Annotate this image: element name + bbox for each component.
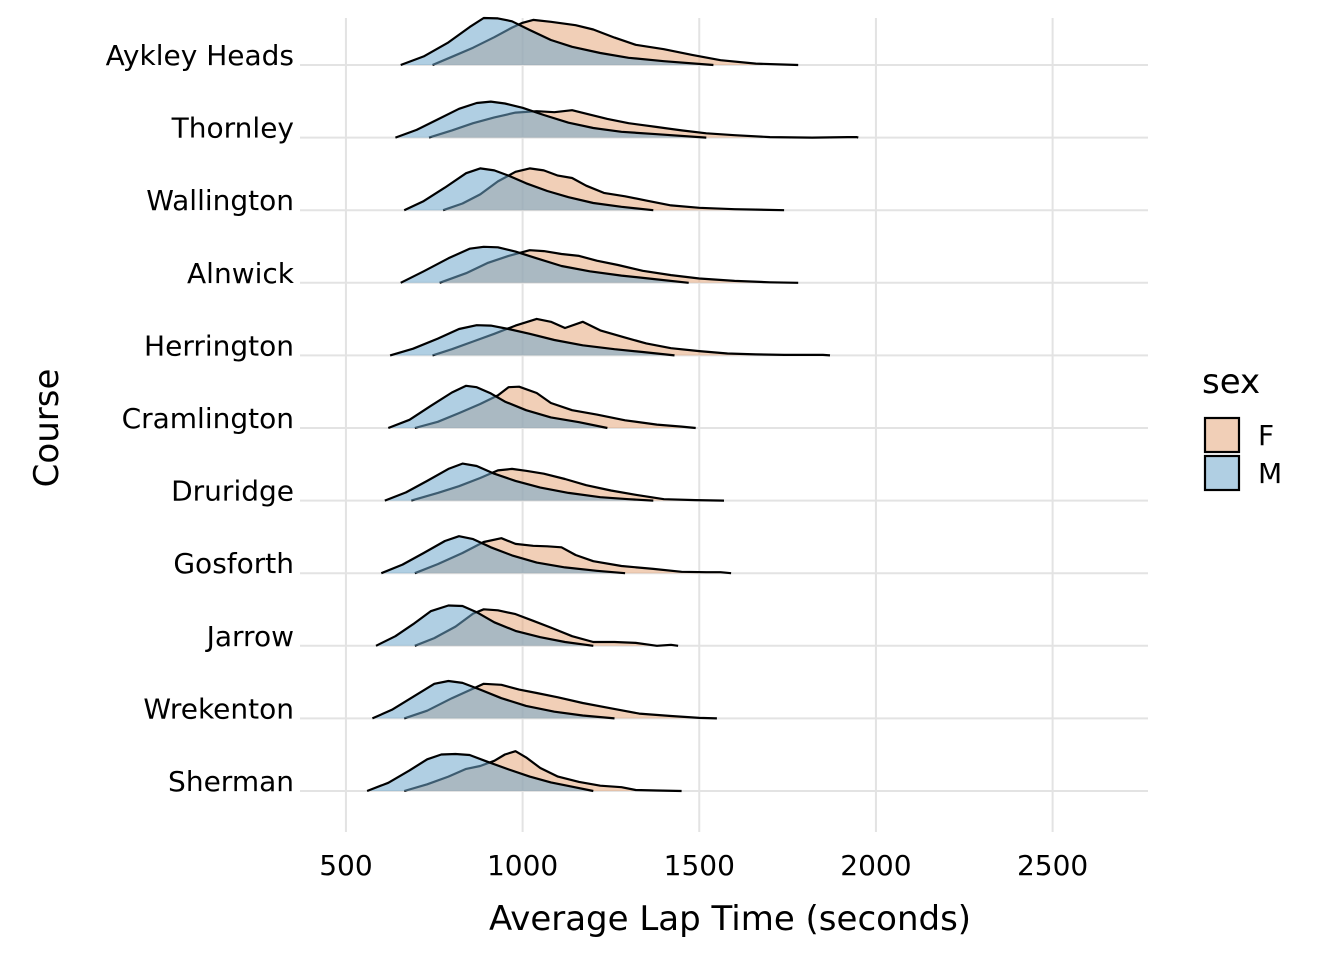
density-outline-m — [389, 324, 675, 357]
density-area-m — [404, 168, 654, 211]
x-axis-title: Average Lap Time (seconds) — [489, 899, 971, 939]
y-tick-label: Thornley — [171, 112, 294, 145]
legend-swatch-m — [1203, 454, 1241, 492]
ridge-wallington — [403, 167, 785, 212]
density-area-m — [376, 605, 594, 646]
density-outline-m — [387, 384, 608, 430]
density-area-m — [372, 681, 615, 719]
density-area-m — [400, 18, 714, 65]
y-tick-label: Jarrow — [205, 620, 294, 653]
legend-label-f: F — [1258, 419, 1274, 452]
y-tick-label: Wrekenton — [143, 692, 294, 725]
y-tick-label: Sherman — [168, 765, 294, 798]
ridge-alnwick — [400, 245, 799, 284]
ridge-herrington — [389, 317, 831, 357]
density-ridges — [366, 16, 859, 793]
y-tick-label: Cramlington — [122, 402, 294, 435]
legend-swatch-f — [1203, 416, 1241, 454]
x-tick-label: 1500 — [664, 849, 735, 882]
x-tick-label: 1000 — [487, 849, 558, 882]
y-tick-label: Herrington — [144, 329, 294, 362]
density-area-m — [400, 246, 689, 283]
y-axis-title: Course — [27, 369, 67, 488]
x-tick-label: 2500 — [1017, 849, 1088, 882]
ridge-thornley — [395, 100, 859, 139]
ridge-sherman — [366, 750, 682, 793]
ridge-gosforth — [380, 535, 732, 575]
x-tick-label: 500 — [319, 849, 372, 882]
density-outline-m — [403, 167, 654, 212]
x-tick-label: 2000 — [840, 849, 911, 882]
density-outline-m — [371, 679, 615, 720]
y-tick-label: Druridge — [171, 475, 294, 508]
y-tick-label: Gosforth — [173, 547, 294, 580]
ridge-aykley-heads — [400, 16, 799, 67]
density-area-m — [367, 754, 594, 791]
density-outline-m — [384, 462, 654, 502]
y-tick-label: Aykley Heads — [106, 39, 294, 72]
density-area-m — [395, 101, 707, 138]
density-outline-m — [380, 535, 626, 575]
ridge-jarrow — [375, 604, 679, 647]
legend-label-m: M — [1258, 457, 1282, 490]
ridge-druridge — [384, 462, 725, 502]
legend: sex FM — [1202, 362, 1282, 492]
density-area-m — [388, 385, 608, 428]
x-tick-labels: 500 1000 1500 2000 2500 — [319, 849, 1088, 882]
ridge-wrekenton — [371, 679, 717, 720]
y-tick-labels: Aykley Heads Thornley Wallington Alnwick Her… — [106, 39, 295, 798]
legend-title: sex — [1202, 362, 1260, 402]
density-area-m — [381, 536, 626, 574]
y-tick-label: Alnwick — [187, 257, 295, 290]
density-outline-m — [400, 245, 689, 284]
y-tick-label: Wallington — [146, 184, 294, 217]
density-outline-m — [366, 752, 594, 793]
density-outline-m — [395, 100, 707, 139]
density-outline-m — [375, 604, 594, 647]
ridge-cramlington — [387, 384, 696, 430]
density-outline-m — [400, 16, 714, 67]
